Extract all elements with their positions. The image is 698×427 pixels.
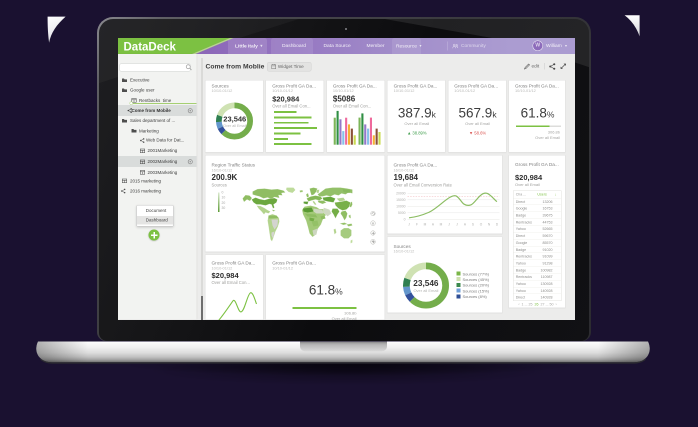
svg-text:10000: 10000	[396, 204, 406, 208]
svg-text:J: J	[456, 222, 458, 226]
svg-text:J: J	[408, 222, 410, 226]
svg-text:5000: 5000	[398, 211, 406, 215]
svg-text:A: A	[432, 222, 435, 226]
svg-text:O: O	[480, 222, 483, 226]
svg-text:M: M	[439, 222, 442, 226]
svg-text:0: 0	[403, 217, 405, 221]
svg-text:S: S	[472, 222, 474, 226]
svg-text:N: N	[488, 222, 491, 226]
svg-text:F: F	[416, 222, 418, 226]
svg-text:J: J	[448, 222, 450, 226]
svg-text:D: D	[496, 222, 499, 226]
svg-text:A: A	[464, 222, 467, 226]
svg-text:20000: 20000	[396, 191, 406, 195]
svg-text:M: M	[423, 222, 426, 226]
svg-text:15000: 15000	[396, 198, 406, 202]
